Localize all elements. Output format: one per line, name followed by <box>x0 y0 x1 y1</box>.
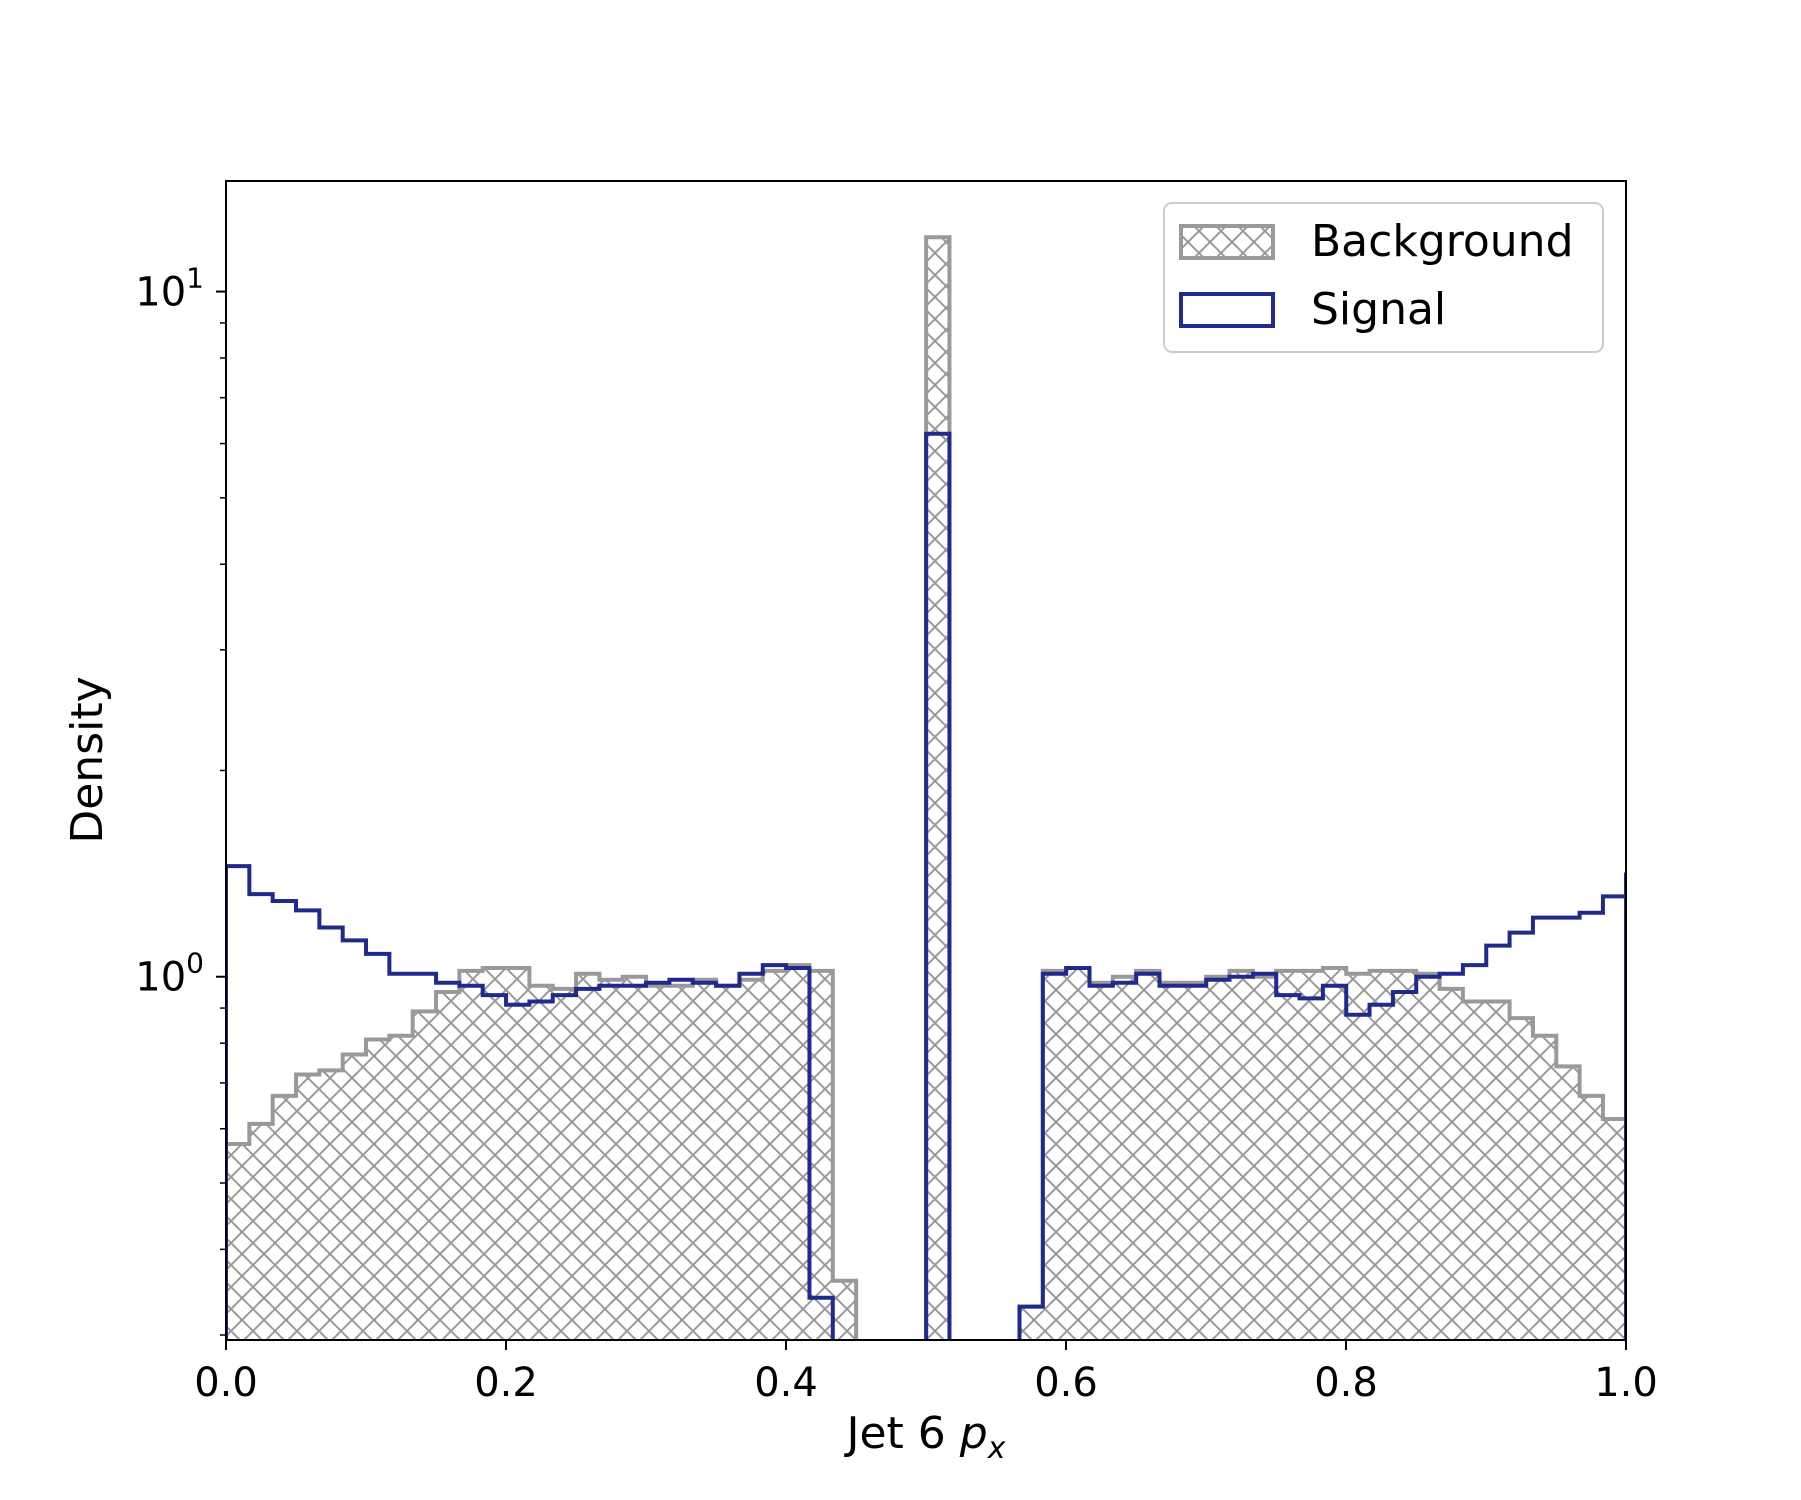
bar-background <box>319 1070 343 1340</box>
bar-background <box>1229 970 1253 1340</box>
x-axis: 0.0 0.2 0.4 0.6 0.8 1.0 <box>194 1340 1658 1406</box>
bar-background <box>1042 970 1067 1340</box>
bar-background <box>1556 1066 1580 1340</box>
legend: Background Signal <box>1163 202 1604 353</box>
bar-background <box>1299 970 1323 1340</box>
bar-background <box>1416 973 1440 1340</box>
bar-background <box>342 1054 367 1340</box>
bar-background <box>762 970 787 1340</box>
x-axis-label: Jet 6 px <box>844 1408 1006 1466</box>
bar-background <box>1369 970 1393 1340</box>
bar-background <box>1136 970 1160 1340</box>
bar-background <box>1579 1095 1603 1340</box>
x-tick-label: 0.6 <box>1034 1360 1098 1406</box>
bar-background <box>622 976 647 1340</box>
legend-swatch-background <box>1179 224 1275 260</box>
bar-background <box>599 979 623 1340</box>
bar-background <box>1322 967 1347 1340</box>
bar-background <box>1089 982 1113 1340</box>
bar-background <box>646 985 670 1340</box>
bar-background <box>412 1011 437 1340</box>
bar-background <box>552 988 577 1340</box>
bar-background <box>1532 1035 1557 1340</box>
bar-background <box>1392 970 1417 1340</box>
bar-background <box>669 985 693 1340</box>
x-tick-label: 0.0 <box>194 1360 258 1406</box>
y-tick-label: 101 <box>135 262 204 316</box>
bar-background <box>1159 982 1183 1340</box>
bar-background <box>1019 1306 1043 1340</box>
bar-background <box>1509 1018 1533 1340</box>
legend-label-background: Background <box>1311 216 1574 267</box>
plot-area <box>226 235 1626 1340</box>
bar-background <box>459 970 483 1340</box>
bar-background <box>506 967 530 1340</box>
bar-background <box>529 985 553 1340</box>
bar-background <box>832 1280 857 1340</box>
y-tick-label: 100 <box>135 947 204 1001</box>
bar-background <box>436 992 460 1340</box>
bar-background <box>296 1074 320 1340</box>
legend-swatch-signal <box>1179 292 1275 328</box>
bar-background <box>1346 973 1370 1340</box>
x-tick-label: 0.8 <box>1314 1360 1378 1406</box>
bar-background <box>1206 976 1230 1340</box>
legend-label-signal: Signal <box>1311 284 1446 335</box>
series-background <box>226 235 1626 1340</box>
bar-background <box>1486 1001 1510 1340</box>
bar-background <box>272 1095 297 1340</box>
bar-background <box>1252 976 1277 1340</box>
bar-background <box>1462 1001 1487 1340</box>
step-line-signal <box>226 431 1626 1340</box>
bar-background <box>576 973 600 1340</box>
bar-background <box>1066 967 1090 1340</box>
bar-background <box>1439 988 1463 1340</box>
bar-background <box>482 967 507 1340</box>
series-signal <box>226 431 1626 1340</box>
bar-background <box>366 1039 390 1340</box>
bar-background <box>1182 982 1207 1340</box>
x-tick-label: 0.2 <box>474 1360 538 1406</box>
bar-background <box>926 237 950 1340</box>
bar-background <box>389 1035 413 1340</box>
x-tick-label: 0.4 <box>754 1360 818 1406</box>
y-axis: 100 101 <box>135 262 226 1336</box>
bar-background <box>739 979 763 1340</box>
bar-background <box>809 970 833 1340</box>
bar-background <box>1276 970 1300 1340</box>
y-axis-label: Density <box>62 676 113 843</box>
bar-background <box>716 985 740 1340</box>
axes-frame <box>225 180 1627 1341</box>
bar-background <box>226 1144 250 1340</box>
bar-background <box>692 979 717 1340</box>
bar-background <box>249 1123 273 1340</box>
x-tick-label: 1.0 <box>1594 1360 1658 1406</box>
bar-background <box>786 965 810 1340</box>
bar-background <box>1112 976 1137 1340</box>
bar-background <box>1602 1118 1626 1340</box>
